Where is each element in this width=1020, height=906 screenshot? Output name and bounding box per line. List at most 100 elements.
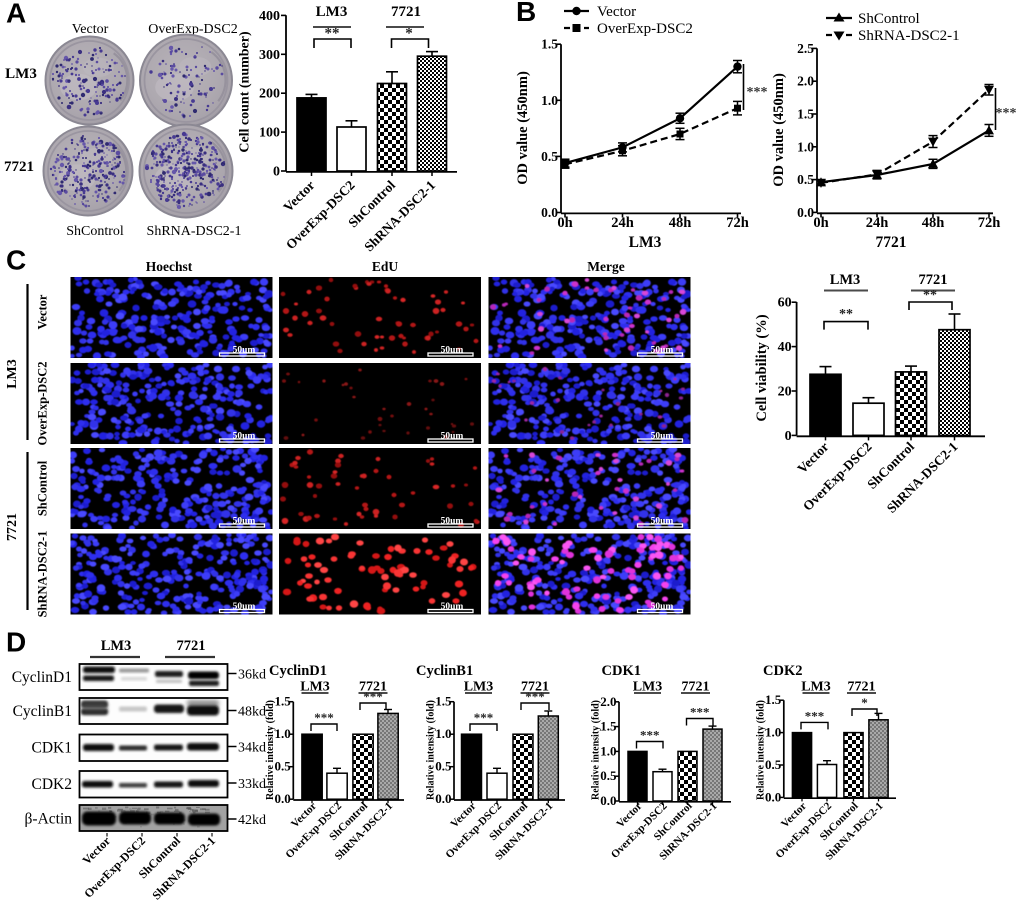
svg-text:50um: 50um (441, 517, 464, 527)
svg-text:Vector: Vector (36, 294, 50, 329)
svg-text:20: 20 (778, 385, 792, 400)
svg-text:Relative intensity (fold): Relative intensity (fold) (755, 700, 766, 800)
svg-text:LM3: LM3 (5, 66, 37, 82)
svg-text:CyclinD1: CyclinD1 (12, 669, 72, 686)
svg-text:0.0: 0.0 (600, 793, 616, 808)
svg-text:LM3: LM3 (830, 272, 861, 288)
svg-text:CDK1: CDK1 (602, 663, 641, 679)
svg-text:***: *** (314, 710, 334, 725)
svg-text:0.0: 0.0 (797, 205, 814, 220)
svg-text:OverExp-DSC2: OverExp-DSC2 (148, 22, 237, 37)
svg-text:Vector: Vector (597, 4, 636, 20)
svg-text:Vector: Vector (72, 22, 109, 37)
svg-text:50um: 50um (651, 346, 674, 356)
svg-text:ShControl: ShControl (36, 460, 50, 516)
svg-text:β-Actin: β-Actin (25, 811, 73, 828)
svg-text:**: ** (325, 26, 340, 42)
svg-text:***: *** (690, 705, 710, 720)
svg-text:1.5: 1.5 (797, 107, 814, 122)
svg-text:**: ** (923, 288, 937, 303)
svg-text:ShRNA-DSC2-1: ShRNA-DSC2-1 (36, 531, 50, 618)
svg-text:24h: 24h (866, 215, 889, 231)
svg-text:7721: 7721 (4, 159, 34, 175)
svg-text:LM3: LM3 (464, 680, 494, 695)
svg-text:1.5: 1.5 (765, 692, 782, 707)
svg-text:***: *** (474, 710, 494, 725)
svg-text:CyclinD1: CyclinD1 (269, 663, 327, 679)
svg-text:50um: 50um (651, 517, 674, 527)
svg-text:***: *** (805, 708, 825, 723)
svg-text:34kd: 34kd (238, 741, 266, 756)
svg-text:7721: 7721 (682, 680, 710, 695)
svg-text:B: B (516, 0, 536, 27)
svg-text:CyclinB1: CyclinB1 (416, 663, 473, 679)
svg-text:50um: 50um (233, 602, 256, 612)
svg-text:7721: 7721 (391, 4, 421, 20)
svg-text:0.0: 0.0 (541, 205, 558, 220)
svg-text:50um: 50um (441, 346, 464, 356)
svg-text:Relative intensity (fold): Relative intensity (fold) (265, 700, 276, 800)
svg-text:LM3: LM3 (629, 234, 662, 251)
svg-text:7721: 7721 (919, 272, 948, 288)
svg-text:24h: 24h (611, 215, 634, 231)
svg-text:1.5: 1.5 (435, 694, 452, 709)
svg-text:1.0: 1.0 (435, 726, 451, 741)
svg-text:50um: 50um (233, 517, 256, 527)
svg-text:300: 300 (259, 48, 280, 63)
svg-text:0h: 0h (557, 215, 572, 231)
svg-text:0: 0 (273, 165, 280, 180)
svg-text:50um: 50um (233, 346, 256, 356)
svg-text:*: * (861, 695, 868, 710)
svg-text:7721: 7721 (177, 638, 206, 654)
svg-text:OverExp-DSC2: OverExp-DSC2 (597, 21, 693, 37)
svg-text:42kd: 42kd (238, 813, 266, 828)
svg-text:1.0: 1.0 (541, 93, 558, 108)
svg-text:OD value (450nm): OD value (450nm) (771, 73, 787, 187)
svg-text:400: 400 (259, 9, 280, 24)
svg-text:***: *** (363, 689, 383, 704)
svg-text:ShRNA-DSC2-1: ShRNA-DSC2-1 (147, 224, 242, 239)
svg-text:OverExp-DSC2: OverExp-DSC2 (36, 361, 50, 445)
svg-text:CDK2: CDK2 (763, 663, 802, 679)
svg-text:LM3: LM3 (801, 680, 831, 695)
svg-text:7721: 7721 (5, 513, 20, 541)
svg-text:CDK2: CDK2 (32, 776, 72, 793)
svg-text:72h: 72h (726, 215, 749, 231)
svg-text:1.5: 1.5 (600, 719, 617, 734)
svg-text:*: * (405, 26, 413, 42)
svg-text:Hoechst: Hoechst (146, 259, 193, 274)
svg-text:A: A (6, 0, 26, 29)
svg-text:0.5: 0.5 (435, 759, 452, 774)
svg-text:***: *** (640, 728, 660, 743)
svg-text:1.0: 1.0 (275, 726, 291, 741)
svg-text:7721: 7721 (359, 680, 387, 695)
svg-text:CyclinB1: CyclinB1 (13, 703, 72, 720)
svg-text:50um: 50um (441, 432, 464, 442)
svg-text:0.5: 0.5 (541, 149, 558, 164)
svg-text:Relative intensity (fold): Relative intensity (fold) (591, 700, 602, 800)
svg-text:LM3: LM3 (316, 4, 348, 20)
svg-text:50um: 50um (441, 602, 464, 612)
svg-text:***: *** (747, 85, 768, 100)
svg-text:2.0: 2.0 (797, 74, 814, 89)
svg-text:0.5: 0.5 (600, 768, 617, 783)
svg-text:7721: 7721 (876, 234, 907, 251)
svg-text:LM3: LM3 (5, 359, 20, 389)
svg-text:2.0: 2.0 (600, 694, 616, 709)
svg-text:LM3: LM3 (633, 680, 663, 695)
svg-text:0: 0 (785, 429, 792, 444)
svg-text:OD value (450nm): OD value (450nm) (515, 71, 531, 185)
svg-text:0.0: 0.0 (435, 791, 451, 806)
svg-text:***: *** (996, 106, 1017, 121)
svg-text:200: 200 (259, 87, 280, 102)
svg-text:EdU: EdU (372, 259, 399, 274)
svg-text:48h: 48h (922, 215, 945, 231)
svg-text:ShRNA-DSC2-1: ShRNA-DSC2-1 (858, 28, 960, 44)
svg-text:1.0: 1.0 (765, 725, 781, 740)
svg-text:**: ** (839, 307, 853, 322)
svg-text:Merge: Merge (587, 259, 624, 274)
svg-text:60: 60 (778, 296, 792, 311)
svg-text:Cell viability (%): Cell viability (%) (754, 314, 770, 421)
svg-text:1.0: 1.0 (600, 743, 616, 758)
svg-text:ShControl: ShControl (858, 11, 920, 27)
